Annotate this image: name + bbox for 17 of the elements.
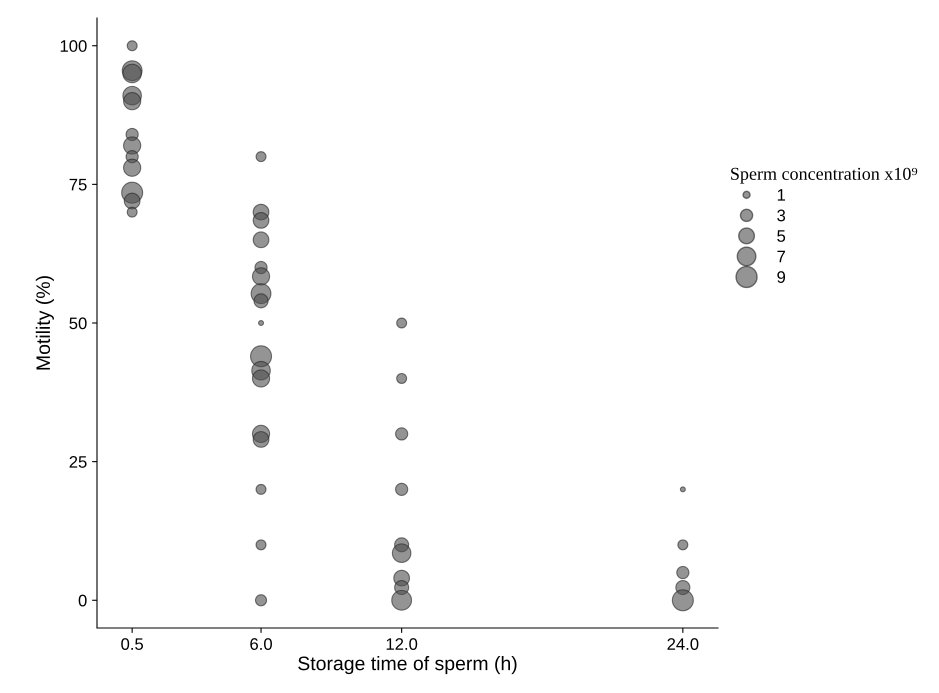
legend-label: 1 <box>778 189 786 201</box>
x-tick-label: 12.0 <box>386 638 418 650</box>
x-tick-label: 6.0 <box>250 638 272 650</box>
x-tick-label: 0.5 <box>121 638 144 650</box>
x-tick-label: 24.0 <box>667 638 698 650</box>
y-tick-label: 0 <box>78 594 87 606</box>
legend-label: 7 <box>777 250 785 262</box>
y-tick-label: 100 <box>60 40 87 52</box>
y-tick-label: 75 <box>70 178 87 191</box>
legend-label: 5 <box>777 230 786 242</box>
legend-label: 3 <box>777 210 786 222</box>
y-tick-label: 25 <box>70 456 87 468</box>
x-axis-title: Storage time of sperm (h) <box>298 656 517 674</box>
legend-title: Sperm concentration x10⁹ <box>731 168 918 184</box>
legend-label: 9 <box>777 271 786 283</box>
y-tick-label: 50 <box>69 317 87 330</box>
y-axis-title: Motility (%) <box>36 276 54 370</box>
